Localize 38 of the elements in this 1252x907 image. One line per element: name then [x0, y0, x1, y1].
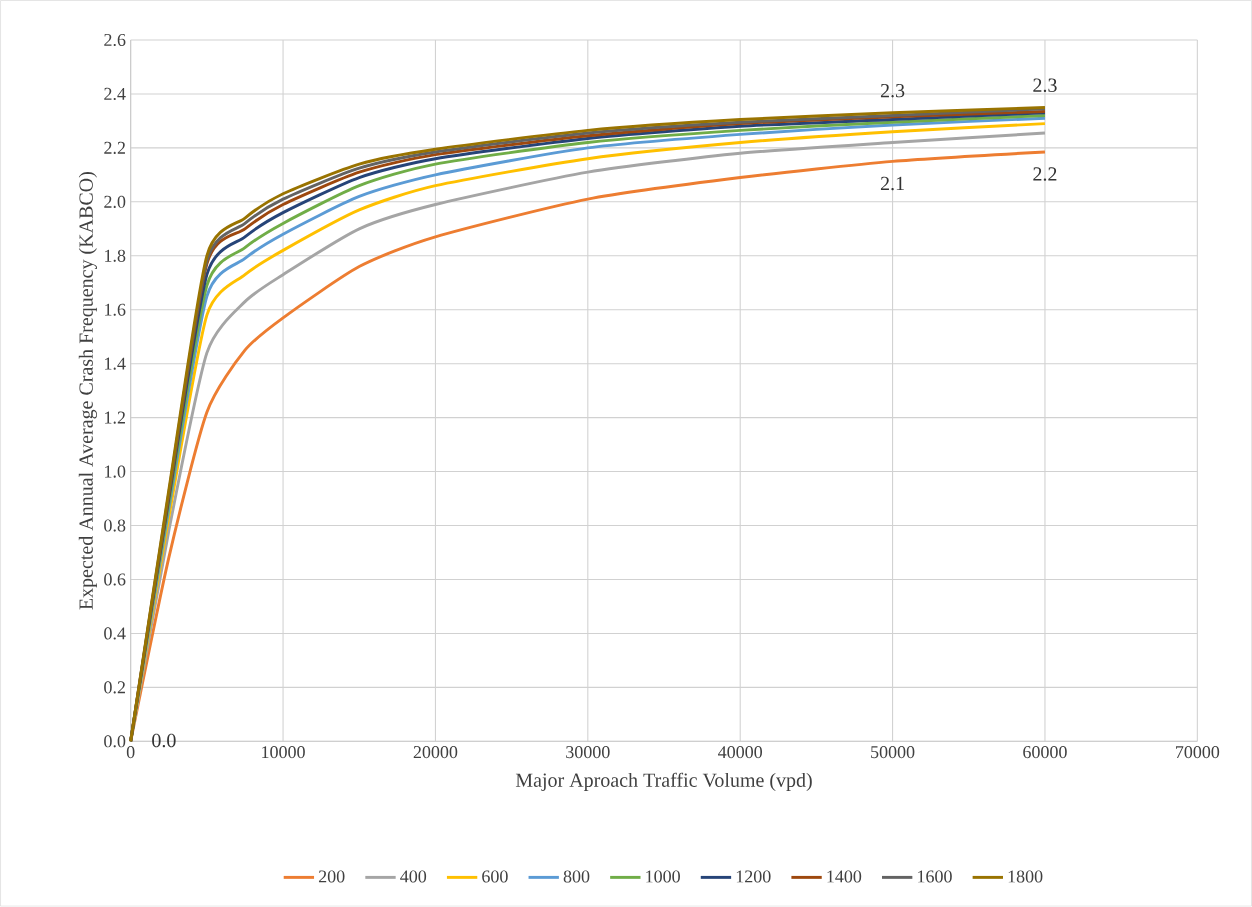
y-tick-label: 2.4 — [104, 88, 126, 101]
x-tick-label: 30000 — [566, 746, 610, 759]
y-tick-label: 1.6 — [105, 303, 126, 316]
y-tick-label: 2.2 — [104, 141, 125, 155]
x-tick-label: 60000 — [1023, 746, 1067, 759]
x-tick-label: 10000 — [262, 746, 305, 759]
y-tick-label: 1.8 — [105, 249, 126, 263]
legend-label: 1200 — [736, 870, 771, 883]
legend-label: 400 — [400, 870, 427, 883]
legend-label: 800 — [563, 870, 590, 883]
legend-label: 1000 — [646, 870, 680, 883]
annotation: 2.2 — [1033, 167, 1057, 182]
annotation: 2.1 — [880, 176, 904, 191]
x-tick-label: 0 — [126, 746, 135, 759]
y-tick-label: 2.0 — [104, 195, 126, 209]
annotation: 0.0 — [152, 733, 176, 748]
legend-label: 1600 — [918, 870, 952, 883]
y-tick-label: 0.6 — [104, 573, 126, 586]
legend-label: 1400 — [827, 870, 862, 883]
legend-label: 1800 — [1008, 870, 1043, 883]
y-axis-title: Expected Annual Average Crash Frequency (KABCO) — [78, 172, 97, 610]
y-tick-label: 1.4 — [105, 357, 126, 370]
legend-label: 600 — [482, 870, 508, 883]
y-tick-label: 0.0 — [104, 735, 126, 748]
y-tick-label: 1.0 — [105, 465, 126, 478]
annotation: 2.3 — [880, 84, 905, 98]
y-tick-label: 1.2 — [105, 411, 125, 424]
x-tick-label: 20000 — [413, 746, 458, 759]
x-tick-label: 50000 — [871, 746, 915, 759]
y-tick-label: 0.4 — [104, 627, 126, 640]
y-tick-label: 0.2 — [104, 681, 125, 694]
annotation: 2.3 — [1033, 78, 1057, 93]
x-axis-title: Major Aproach Traffic Volume (vpd) — [515, 772, 812, 792]
y-tick-label: 0.8 — [104, 519, 126, 532]
x-tick-label: 70000 — [1176, 746, 1220, 759]
x-tick-label: 40000 — [718, 746, 763, 759]
legend-label: 200 — [318, 870, 345, 883]
y-tick-label: 2.6 — [104, 34, 126, 47]
